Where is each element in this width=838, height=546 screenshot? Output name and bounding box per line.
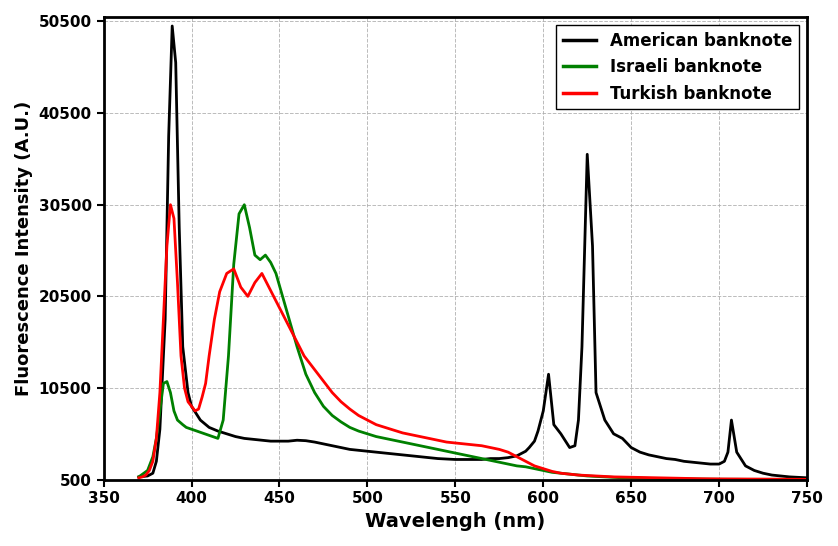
Israeli banknote: [250, 252, 260, 258]
American banknote: [653, 453, 663, 460]
Turkish banknote: [204, 353, 215, 359]
X-axis label: Wavelengh (nm): Wavelengh (nm): [365, 512, 546, 531]
American banknote: [167, 23, 177, 29]
Line: American banknote: American banknote: [139, 26, 807, 478]
Israeli banknote: [794, 476, 804, 483]
Israeli banknote: [234, 211, 244, 217]
Y-axis label: Fluorescence Intensity (A.U.): Fluorescence Intensity (A.U.): [15, 100, 33, 396]
Turkish banknote: [134, 474, 144, 481]
Line: Israeli banknote: Israeli banknote: [139, 205, 807, 479]
Turkish banknote: [802, 476, 812, 483]
American banknote: [618, 435, 628, 442]
American banknote: [696, 460, 706, 466]
Turkish banknote: [406, 431, 416, 438]
American banknote: [670, 456, 680, 463]
Turkish banknote: [190, 408, 200, 414]
American banknote: [802, 474, 812, 481]
Turkish banknote: [565, 471, 575, 477]
Legend: American banknote, Israeli banknote, Turkish banknote: American banknote, Israeli banknote, Tur…: [556, 25, 799, 109]
American banknote: [538, 408, 548, 414]
American banknote: [134, 473, 144, 480]
Israeli banknote: [477, 455, 487, 462]
Turkish banknote: [165, 201, 175, 208]
American banknote: [661, 455, 671, 462]
Israeli banknote: [741, 476, 751, 483]
Turkish banknote: [644, 474, 654, 481]
Israeli banknote: [181, 424, 191, 431]
Line: Turkish banknote: Turkish banknote: [139, 205, 807, 479]
Israeli banknote: [688, 476, 698, 482]
Israeli banknote: [802, 476, 812, 483]
Israeli banknote: [134, 473, 144, 480]
Turkish banknote: [179, 385, 189, 391]
Israeli banknote: [240, 201, 250, 208]
